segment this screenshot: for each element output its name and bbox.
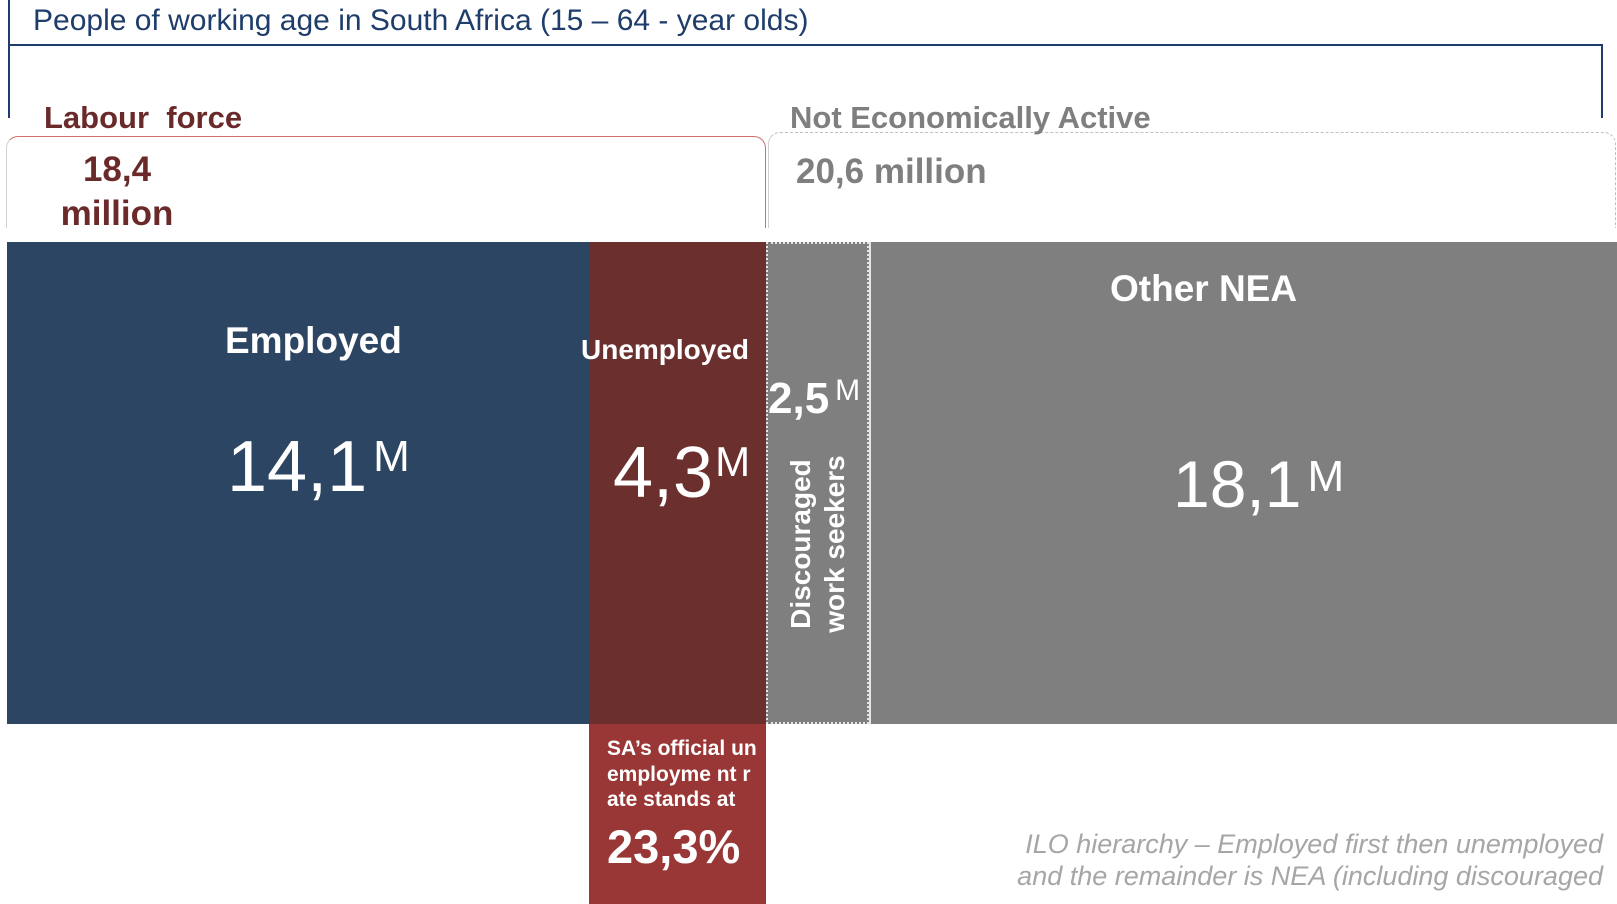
labour-force-value-unit: million <box>60 194 174 233</box>
ilo-hierarchy-note: ILO hierarchy – Employed first then unem… <box>960 828 1603 892</box>
working-age-title: People of working age in South Africa (1… <box>33 4 809 37</box>
discouraged-unit: M <box>835 374 861 407</box>
discouraged-label-line2: work seekers <box>818 455 850 633</box>
unemployed-label: Unemployed <box>581 334 750 365</box>
ilo-note-line1: ILO hierarchy – Employed first then unem… <box>1025 829 1603 859</box>
other-nea-label: Other NEA <box>1110 268 1298 309</box>
discouraged-value: 2,5 M <box>768 374 860 424</box>
working-age-bracket-left <box>8 0 10 118</box>
unemployed-block: Unemployed 4,3M <box>581 242 766 724</box>
unemployed-number: 4,3 <box>613 433 714 513</box>
other-nea-number: 18,1 <box>1173 447 1302 521</box>
ilo-note-line2: and the remainder is NEA (including disc… <box>1017 861 1603 891</box>
nea-title: Not Economically Active <box>790 100 1151 135</box>
unemployment-rate-box: SA’s official unemployme nt rate stands … <box>589 724 766 904</box>
employed-label: Employed <box>225 320 402 361</box>
discouraged-label-line1: Discouraged <box>784 459 816 629</box>
other-nea-block: Other NEA 18,1 M <box>869 242 1617 724</box>
employed-number: 14,1 <box>227 427 368 507</box>
unemployed-unit: M <box>715 438 751 485</box>
unemployment-rate-text: SA’s official unemployme nt rate stands … <box>607 737 757 811</box>
employed-unit: M <box>373 432 410 481</box>
nea-value: 20,6 million <box>796 152 987 191</box>
unemployed-value: 4,3M <box>613 432 750 514</box>
unemployment-rate-value: 23,3% <box>607 819 741 873</box>
other-nea-unit: M <box>1307 452 1345 501</box>
labour-force-value-number: 18,4 <box>82 150 152 189</box>
working-age-bracket-line <box>8 44 1603 46</box>
employed-block: Employed 14,1 M <box>7 242 589 724</box>
nea-bracket <box>768 132 1616 228</box>
employed-value: 14,1 M <box>227 426 410 508</box>
labour-force-title: Labour force <box>44 100 243 135</box>
discouraged-number: 2,5 <box>768 374 830 423</box>
labour-force-bracket <box>6 136 766 228</box>
other-nea-value: 18,1 M <box>1173 446 1344 522</box>
working-age-bracket-right <box>1601 44 1603 118</box>
discouraged-block: 2,5 M Discouraged work seekers <box>766 242 869 724</box>
discouraged-label: Discouraged work seekers <box>784 455 852 632</box>
labour-force-value: 18,4 million <box>52 148 182 236</box>
